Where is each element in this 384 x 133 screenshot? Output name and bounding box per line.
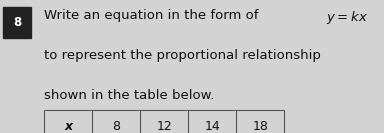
Text: to represent the proportional relationship: to represent the proportional relationsh… — [44, 49, 321, 62]
Text: 12: 12 — [156, 120, 172, 132]
Text: 14: 14 — [204, 120, 220, 132]
Text: $y = kx$: $y = kx$ — [326, 9, 369, 26]
Text: 18: 18 — [252, 120, 268, 132]
Text: 8: 8 — [112, 120, 120, 132]
Text: Write an equation in the form of: Write an equation in the form of — [44, 9, 263, 22]
FancyBboxPatch shape — [3, 7, 31, 38]
Text: 8: 8 — [13, 16, 21, 29]
Text: x: x — [64, 120, 72, 132]
Text: shown in the table below.: shown in the table below. — [44, 89, 215, 102]
